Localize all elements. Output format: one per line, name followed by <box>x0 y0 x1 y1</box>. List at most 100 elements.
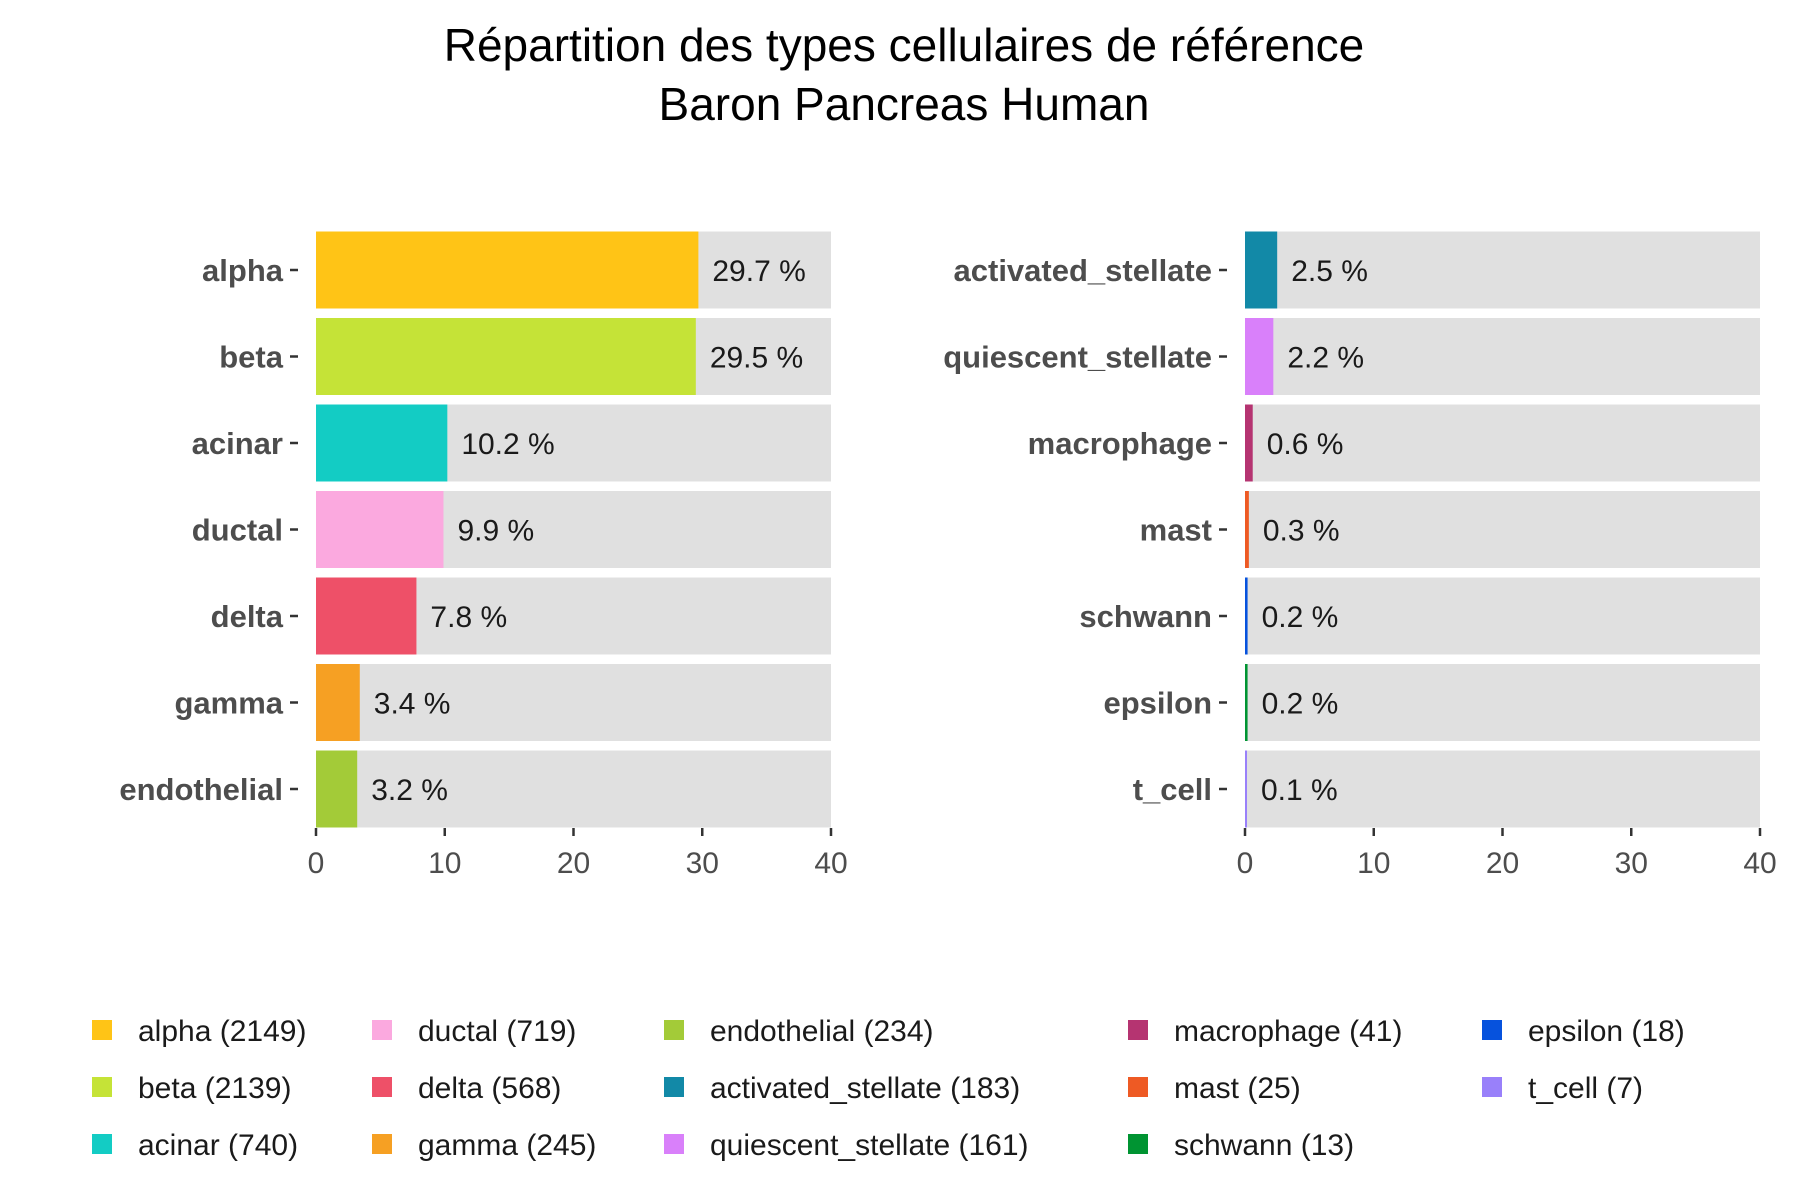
legend-swatch <box>1482 1020 1502 1040</box>
legend-label: activated_stellate (183) <box>710 1072 1020 1105</box>
legend-item: gamma (245) <box>372 1129 596 1162</box>
legend-label: delta (568) <box>418 1072 561 1105</box>
legend-item: mast (25) <box>1128 1072 1301 1105</box>
legend-label: t_cell (7) <box>1528 1072 1643 1105</box>
panel-1: 29.7 % alpha 29.5 % beta 10.2 % acinar 9.9 % du… <box>119 231 848 880</box>
category-label-beta: beta <box>219 340 284 375</box>
bar-gamma <box>316 664 360 741</box>
bar-macrophage <box>1245 404 1253 482</box>
bar-activated_stellate <box>1245 231 1278 309</box>
legend-swatch <box>1128 1020 1148 1040</box>
value-label-gamma: 3.4 % <box>374 688 451 721</box>
bar-schwann <box>1245 577 1248 655</box>
category-label-alpha: alpha <box>202 253 284 288</box>
x-tick-label: 20 <box>557 847 590 880</box>
legend-item: beta (2139) <box>92 1072 291 1105</box>
legend: alpha (2149) beta (2139) acinar (740) ducta… <box>92 1015 1685 1162</box>
legend-swatch <box>664 1020 684 1040</box>
x-tick-label: 20 <box>1486 847 1519 880</box>
legend-label: endothelial (234) <box>710 1015 934 1048</box>
legend-swatch <box>92 1134 112 1154</box>
x-tick-label: 0 <box>308 847 325 880</box>
legend-item: acinar (740) <box>92 1129 298 1162</box>
legend-swatch <box>1128 1077 1148 1097</box>
x-tick-label: 40 <box>814 847 847 880</box>
value-label-activated_stellate: 2.5 % <box>1291 255 1368 288</box>
legend-label: beta (2139) <box>138 1072 291 1105</box>
category-label-gamma: gamma <box>174 686 283 721</box>
legend-label: alpha (2149) <box>138 1015 306 1048</box>
bar-background <box>1245 664 1760 741</box>
bar-background <box>1245 491 1760 568</box>
value-label-acinar: 10.2 % <box>461 428 554 461</box>
bar-endothelial <box>316 750 358 828</box>
legend-label: schwann (13) <box>1174 1129 1354 1162</box>
x-tick-label: 0 <box>1237 847 1254 880</box>
category-label-endothelial: endothelial <box>119 772 283 807</box>
legend-swatch <box>664 1134 684 1154</box>
legend-item: quiescent_stellate (161) <box>664 1129 1029 1162</box>
bar-background <box>316 750 831 828</box>
bar-mast <box>1245 491 1249 568</box>
chart-title: Répartition des types cellulaires de réf… <box>444 19 1365 71</box>
bar-background <box>1245 318 1760 395</box>
value-label-mast: 0.3 % <box>1263 515 1340 548</box>
value-label-schwann: 0.2 % <box>1262 601 1339 634</box>
category-label-schwann: schwann <box>1079 599 1212 634</box>
legend-swatch <box>664 1077 684 1097</box>
category-label-macrophage: macrophage <box>1028 426 1212 461</box>
value-label-beta: 29.5 % <box>710 342 803 375</box>
legend-swatch <box>372 1077 392 1097</box>
bar-background <box>1245 404 1760 482</box>
x-tick-label: 10 <box>1357 847 1390 880</box>
bar-background <box>316 664 831 741</box>
x-tick-label: 40 <box>1743 847 1776 880</box>
legend-label: macrophage (41) <box>1174 1015 1402 1048</box>
value-label-t_cell: 0.1 % <box>1261 774 1338 807</box>
bar-delta <box>316 577 417 655</box>
legend-swatch <box>372 1134 392 1154</box>
x-tick-label: 10 <box>428 847 461 880</box>
legend-swatch <box>372 1020 392 1040</box>
plot-panels: 29.7 % alpha 29.5 % beta 10.2 % acinar 9.9 % du… <box>119 231 1777 880</box>
legend-swatch <box>92 1077 112 1097</box>
bar-t_cell <box>1245 750 1247 828</box>
legend-item: alpha (2149) <box>92 1015 306 1048</box>
legend-label: gamma (245) <box>418 1129 596 1162</box>
category-label-activated_stellate: activated_stellate <box>954 253 1212 288</box>
value-label-epsilon: 0.2 % <box>1262 688 1339 721</box>
legend-item: epsilon (18) <box>1482 1015 1685 1048</box>
legend-item: delta (568) <box>372 1072 561 1105</box>
legend-item: ductal (719) <box>372 1015 576 1048</box>
value-label-endothelial: 3.2 % <box>371 774 448 807</box>
value-label-macrophage: 0.6 % <box>1267 428 1344 461</box>
legend-item: macrophage (41) <box>1128 1015 1402 1048</box>
legend-swatch <box>1482 1077 1502 1097</box>
chart-subtitle: Baron Pancreas Human <box>659 78 1150 130</box>
bar-acinar <box>316 404 448 482</box>
value-label-alpha: 29.7 % <box>712 255 805 288</box>
legend-label: epsilon (18) <box>1528 1015 1685 1048</box>
category-label-delta: delta <box>211 599 284 634</box>
bar-epsilon <box>1245 664 1248 741</box>
legend-label: ductal (719) <box>418 1015 576 1048</box>
bar-alpha <box>316 231 699 309</box>
bar-beta <box>316 318 696 395</box>
legend-label: mast (25) <box>1174 1072 1301 1105</box>
bar-background <box>1245 577 1760 655</box>
category-label-quiescent_stellate: quiescent_stellate <box>943 340 1212 375</box>
value-label-ductal: 9.9 % <box>457 515 534 548</box>
category-label-ductal: ductal <box>192 513 283 548</box>
legend-item: endothelial (234) <box>664 1015 934 1048</box>
legend-swatch <box>92 1020 112 1040</box>
legend-item: activated_stellate (183) <box>664 1072 1020 1105</box>
category-label-mast: mast <box>1140 513 1212 548</box>
x-tick-label: 30 <box>1615 847 1648 880</box>
panel-2: 2.5 % activated_stellate 2.2 % quiescent_st… <box>943 231 1777 880</box>
bar-background <box>1245 231 1760 309</box>
legend-label: acinar (740) <box>138 1129 298 1162</box>
value-label-delta: 7.8 % <box>430 601 507 634</box>
x-tick-label: 30 <box>686 847 719 880</box>
legend-label: quiescent_stellate (161) <box>710 1129 1029 1162</box>
